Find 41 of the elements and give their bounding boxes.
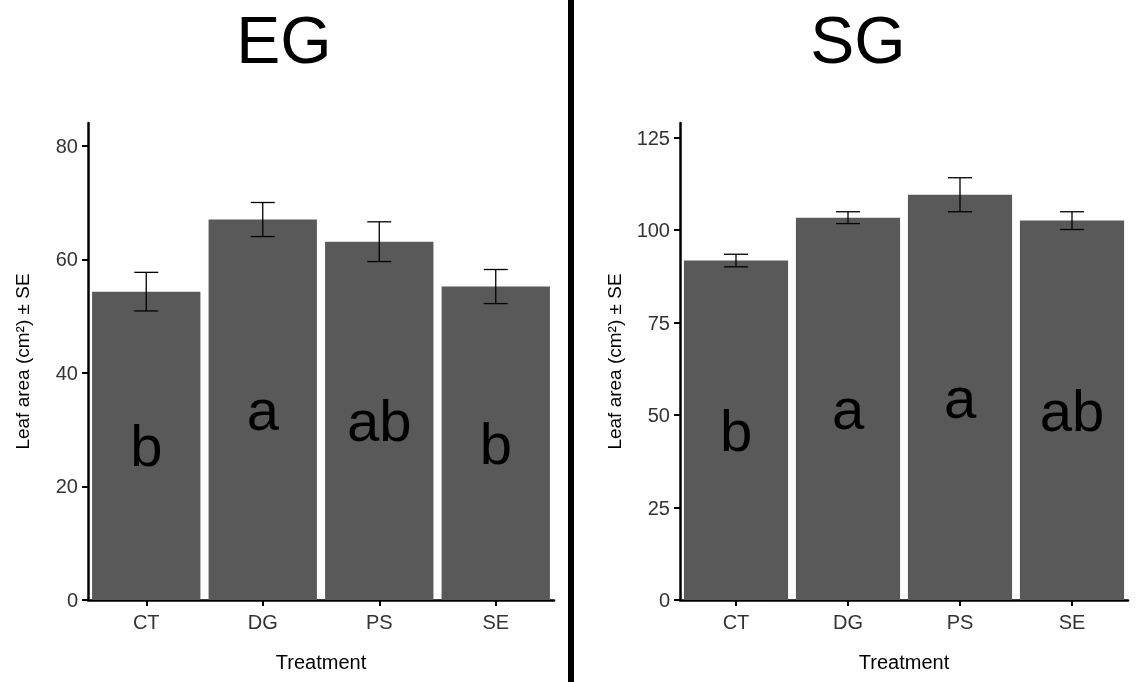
y-tick-label: 75 bbox=[647, 311, 670, 334]
chart-title: SG bbox=[810, 3, 906, 77]
y-axis-title: Leaf area (cm²) ± SE bbox=[12, 273, 33, 450]
x-tick-label: SE bbox=[1058, 611, 1086, 633]
x-tick-label: SE bbox=[482, 611, 510, 633]
bar bbox=[683, 260, 789, 600]
bar bbox=[441, 286, 550, 600]
annotation: ab bbox=[1039, 377, 1105, 443]
y-tick-label: 0 bbox=[66, 589, 78, 611]
y-axis-title: Leaf area (cm²) ± SE bbox=[604, 273, 625, 450]
chart-title: EG bbox=[236, 3, 332, 77]
bar bbox=[795, 217, 901, 600]
annotation: a bbox=[943, 364, 977, 430]
x-tick-label: DG bbox=[247, 611, 278, 633]
annotation: b bbox=[130, 413, 163, 479]
annotation: b bbox=[719, 397, 753, 463]
x-tick-label: CT bbox=[132, 611, 160, 633]
y-tick-label: 20 bbox=[55, 475, 78, 498]
bar bbox=[208, 219, 317, 600]
annotation: b bbox=[479, 410, 512, 476]
annotation: a bbox=[831, 376, 865, 442]
bar bbox=[1019, 220, 1125, 600]
y-tick-label: 100 bbox=[636, 219, 670, 242]
y-tick-label: 125 bbox=[636, 126, 670, 149]
x-tick-label: PS bbox=[365, 611, 393, 633]
bar bbox=[325, 241, 434, 600]
y-tick-label: 0 bbox=[658, 589, 670, 611]
y-tick-label: 80 bbox=[55, 134, 78, 157]
y-tick-label: 50 bbox=[647, 404, 670, 427]
x-tick-label: CT bbox=[722, 611, 750, 633]
x-tick-label: DG bbox=[833, 611, 863, 633]
y-tick-label: 40 bbox=[55, 361, 78, 384]
bar bbox=[907, 194, 1013, 600]
y-tick-label: 60 bbox=[55, 248, 78, 271]
x-tick-label: PS bbox=[946, 611, 974, 633]
x-axis-title: Treatment bbox=[275, 651, 367, 673]
annotation: ab bbox=[346, 388, 412, 454]
annotation: a bbox=[246, 377, 280, 443]
x-axis-title: Treatment bbox=[858, 651, 950, 673]
y-tick-label: 25 bbox=[647, 496, 670, 519]
bar bbox=[92, 291, 201, 600]
